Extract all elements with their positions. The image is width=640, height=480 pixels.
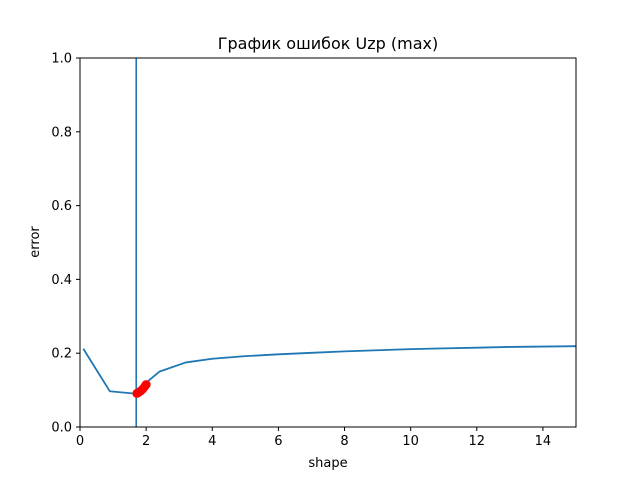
y-tick-label: 1.0: [51, 52, 72, 67]
x-tick-label: 4: [208, 434, 216, 449]
x-axis: 0 2 4 6 8 10 12 14: [76, 427, 551, 449]
y-axis-label: error: [28, 226, 43, 258]
x-tick-label: 12: [469, 434, 486, 449]
plot-area: [82, 58, 576, 427]
chart-title: График ошибок Uzp (max): [218, 34, 438, 53]
x-tick-label: 8: [340, 434, 348, 449]
y-tick-label: 0.0: [51, 421, 72, 436]
axes-frame: [79, 57, 577, 428]
y-axis: 0.0 0.2 0.4 0.6 0.8 1.0: [51, 52, 80, 436]
y-tick-label: 0.8: [51, 125, 72, 140]
x-tick-label: 14: [535, 434, 552, 449]
y-tick-label: 0.2: [51, 347, 72, 362]
x-tick-label: 0: [76, 434, 84, 449]
x-tick-label: 6: [274, 434, 282, 449]
x-axis-label: shape: [308, 456, 347, 471]
y-tick-label: 0.4: [51, 273, 72, 288]
x-tick-label: 2: [142, 434, 150, 449]
marker-point: [141, 380, 151, 390]
y-tick-label: 0.6: [51, 199, 72, 214]
x-tick-label: 10: [402, 434, 419, 449]
